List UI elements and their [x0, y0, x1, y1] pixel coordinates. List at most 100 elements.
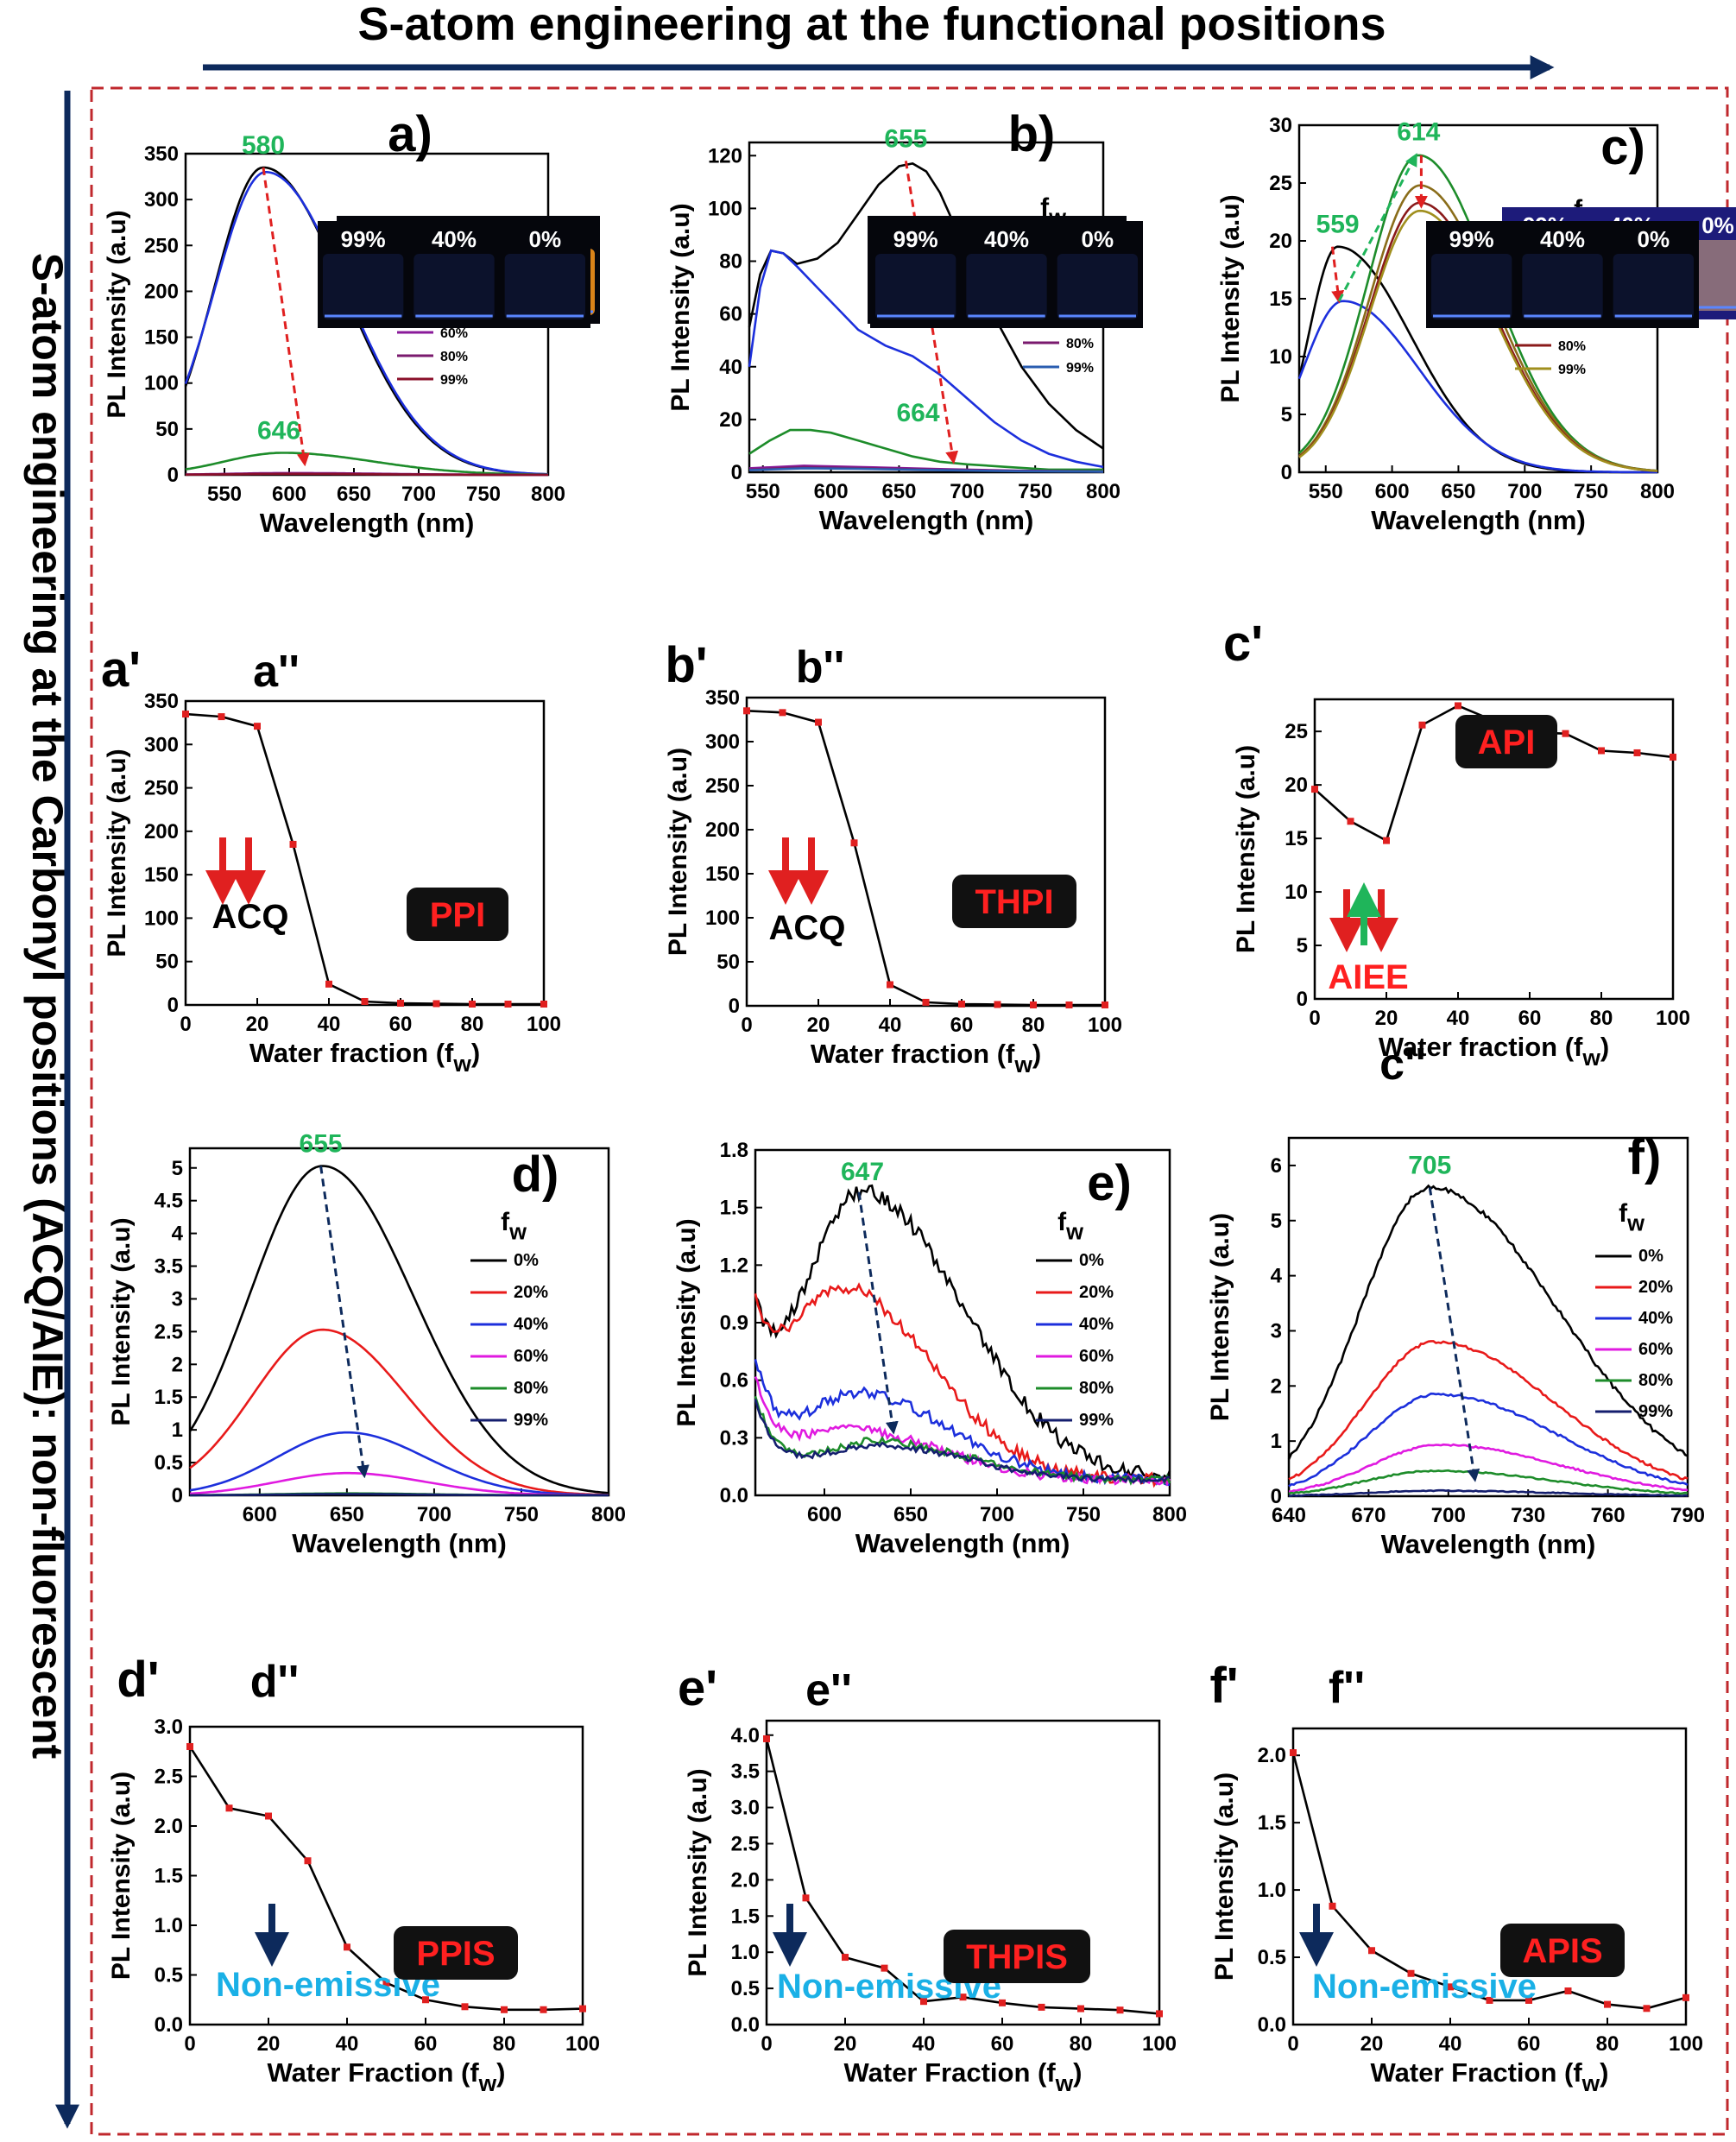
y-tick-label: 1.5	[731, 1905, 760, 1928]
y-tick-label: 40	[719, 356, 742, 379]
series-line-40%	[1288, 1392, 1689, 1488]
series-line-99%	[186, 472, 548, 477]
y-tick-label: 350	[144, 690, 179, 713]
y-tick-label: 0.3	[720, 1426, 748, 1450]
x-tick-label: 40	[1439, 2032, 1462, 2056]
y-tick-label: 0.0	[155, 2013, 183, 2037]
vial	[966, 254, 1047, 319]
x-tick-label: 100	[565, 2032, 600, 2056]
x-tick-label: 750	[1018, 480, 1052, 503]
legend-label: 99%	[440, 373, 468, 388]
series-line-60%	[1289, 1443, 1689, 1493]
panel-label-secondary: c''	[1379, 1039, 1426, 1090]
x-tick-label: 750	[504, 1503, 539, 1526]
data-point	[743, 707, 750, 715]
data-point	[1311, 786, 1318, 793]
y-tick-label: 250	[144, 234, 179, 257]
y-tick-label: 1	[1271, 1430, 1282, 1453]
x-axis-label: Water Fraction (fw)	[268, 2057, 506, 2096]
vial-label: 40%	[432, 226, 477, 252]
series-line-99%	[748, 467, 1104, 473]
plot-frame	[745, 696, 1107, 1008]
y-tick-label: 4	[1271, 1265, 1283, 1288]
data-point	[579, 2005, 586, 2012]
y-tick-label: 0.5	[155, 1964, 183, 1987]
dashed-frame	[90, 86, 1729, 2136]
y-tick-label: 350	[144, 142, 179, 166]
y-tick-label: 1.0	[731, 1941, 760, 1964]
annotation-label: Non-emissive	[1312, 1968, 1537, 2006]
vial-label: 40%	[984, 226, 1029, 252]
y-tick-label: 120	[708, 144, 742, 167]
chart-e_prime: 0 20 40 60 80 100 0.0 0.5 1.0 1.5 2.0 2.5 3.0 3.5 4.0 W…	[678, 221, 1177, 2096]
x-tick-label: 100	[1142, 2032, 1177, 2056]
panel-label: c'	[1223, 616, 1263, 672]
vial-label: 99%	[893, 226, 938, 252]
x-tick-label: 80	[1596, 2032, 1619, 2056]
vial-label: 0%	[1701, 212, 1734, 238]
series-line-99%	[190, 1493, 609, 1497]
x-tick-label: 40	[912, 2032, 936, 2056]
y-tick-label: 350	[705, 686, 740, 710]
x-tick-label: 80	[1070, 2032, 1093, 2056]
data-point	[432, 1000, 440, 1008]
trend-arrow	[262, 167, 310, 467]
x-tick-label: 700	[980, 1503, 1014, 1526]
x-axis-label: Wavelength (nm)	[260, 508, 475, 538]
data-point	[922, 998, 930, 1006]
x-tick-label: 760	[1591, 1504, 1626, 1527]
trend-arrow	[319, 1166, 369, 1479]
compound-name: API	[1478, 723, 1536, 761]
data-point	[1065, 1001, 1073, 1008]
panel-label: f)	[1628, 1129, 1662, 1185]
y-tick-label: 0.6	[720, 1369, 748, 1393]
series-line-0%	[188, 1165, 609, 1494]
y-tick-label: 3.0	[731, 1797, 760, 1820]
trend-arrow	[1330, 246, 1345, 304]
series-line-99%	[1289, 1488, 1689, 1497]
panel-label: b'	[665, 637, 707, 693]
y-tick-label: 4.5	[155, 1190, 183, 1213]
x-tick-label: 40	[1447, 1007, 1470, 1030]
y-tick-label: 10	[1285, 881, 1308, 904]
series-line-20%	[1297, 300, 1657, 474]
y-tick-label: 80	[719, 250, 742, 274]
series-line-40%	[748, 428, 1103, 471]
y-axis-label: PL Intensity (a.u)	[1232, 745, 1260, 953]
plot-frame	[184, 699, 546, 1007]
y-tick-label: 1.5	[155, 1865, 183, 1888]
x-tick-label: 60	[991, 2032, 1014, 2056]
x-tick-label: 20	[807, 1014, 830, 1037]
x-tick-label: 60	[950, 1014, 974, 1037]
y-tick-label: 100	[705, 907, 740, 930]
y-tick-label: 1.5	[155, 1386, 183, 1409]
y-tick-label: 10	[1269, 345, 1292, 369]
y-tick-label: 50	[155, 951, 179, 974]
y-tick-label: 200	[144, 820, 179, 844]
x-tick-label: 60	[1518, 1007, 1542, 1030]
panel-label-secondary: d''	[250, 1657, 300, 1707]
trend-arrow	[1337, 153, 1417, 302]
data-point	[1525, 1996, 1532, 2004]
y-tick-label: 2.0	[731, 1868, 760, 1892]
data-point	[501, 2006, 508, 2013]
series-line-20%	[189, 1328, 609, 1496]
y-tick-label: 4	[172, 1223, 184, 1246]
peak-label: 647	[841, 1158, 884, 1186]
legend-label: 60%	[1638, 1340, 1673, 1359]
vial	[1522, 254, 1603, 319]
peak-label: 655	[300, 1129, 343, 1158]
x-tick-label: 100	[1669, 2032, 1703, 2056]
vial-label: 99%	[1449, 226, 1494, 252]
y-axis-label: PL Intensity (a.u)	[1216, 194, 1245, 402]
plot-frame	[1291, 1727, 1688, 2026]
x-tick-label: 80	[1590, 1007, 1613, 1030]
data-point	[1383, 837, 1390, 844]
data-point	[1102, 1001, 1108, 1008]
legend-title: fw	[1619, 1199, 1644, 1236]
vial	[323, 254, 404, 319]
series-line-20%	[748, 249, 1104, 469]
plot-frame	[1313, 698, 1675, 1001]
x-tick-label: 600	[1375, 480, 1410, 503]
